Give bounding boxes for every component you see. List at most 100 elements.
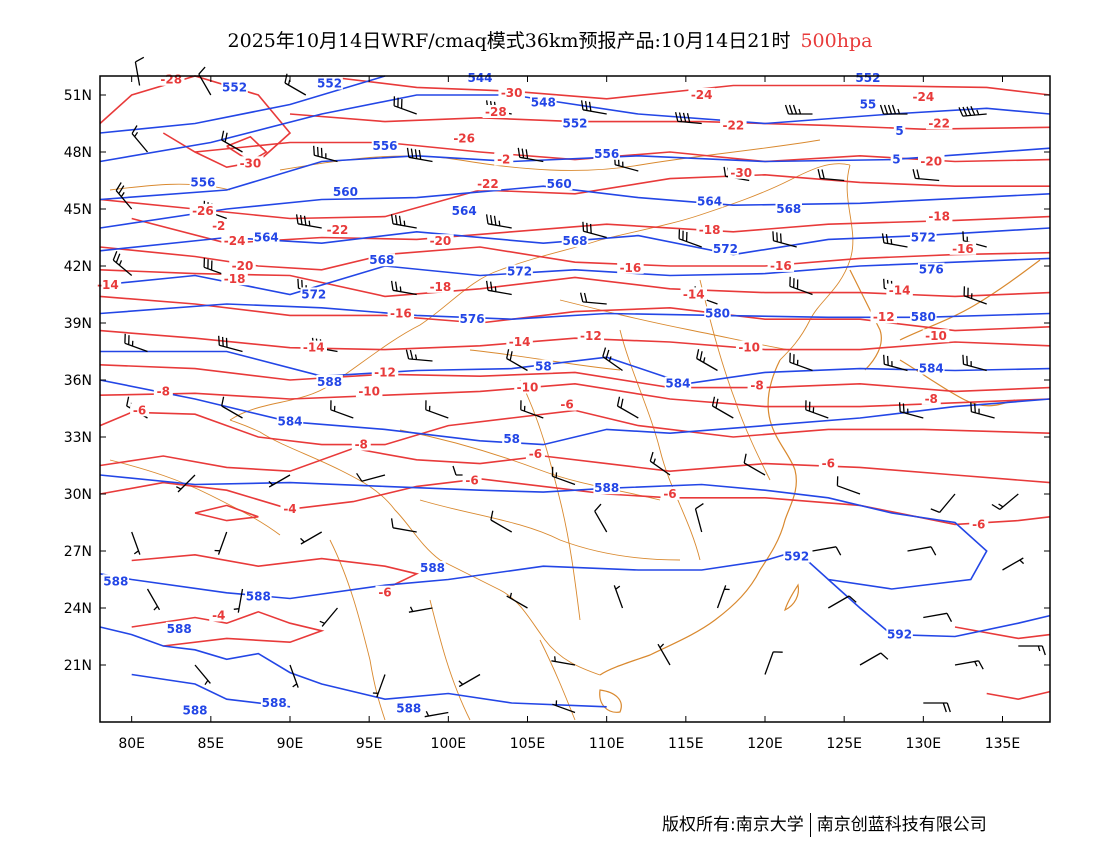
height-label-bg [704, 306, 731, 320]
height-label: 564 [452, 204, 477, 218]
height-label: 588 [246, 590, 271, 604]
temp-contour-line [99, 364, 1051, 393]
axes: 80E 85E 90E 95E 100E 105E 110E 115E 120E 125E 130E… [64, 76, 1050, 752]
wind-barb [221, 396, 243, 419]
wind-barb [424, 711, 449, 718]
wind-barb [284, 73, 307, 96]
chart-title: 2025年10月14日WRF/cmaq模式36km预报产品:10月14日21时 5… [0, 26, 1100, 53]
wind-barb [764, 651, 783, 675]
height-label-bg [300, 287, 327, 301]
height-contour-line [99, 626, 607, 708]
temp-label: -8 [355, 438, 368, 452]
height-label-bg [371, 139, 399, 153]
height-label-bg [696, 194, 723, 208]
height-label: 572 [301, 287, 326, 301]
temp-label-bg [969, 517, 989, 531]
wind-barb [551, 466, 576, 486]
temp-label-bg [818, 456, 838, 470]
wind-barb [356, 472, 386, 482]
temp-label: -22 [928, 116, 950, 130]
wind-barb [218, 335, 243, 353]
height-label-bg [102, 574, 130, 588]
footer-right: 南京创蓝科技有限公司 [816, 815, 987, 835]
temp-label-bg [221, 234, 248, 248]
lon-tick-label: 135E [985, 736, 1021, 752]
height-label: 572 [507, 265, 532, 279]
height-label-bg [918, 262, 945, 276]
height-label-bg [165, 621, 193, 635]
height-label-bg [545, 177, 573, 191]
temp-label-bg [925, 116, 953, 130]
height-label: 592 [887, 628, 912, 642]
height-label-bg [450, 203, 478, 217]
temp-label: -24 [912, 90, 934, 104]
temp-contour-line [954, 626, 1051, 640]
temp-label-bg [514, 380, 541, 394]
temp-label: -30 [730, 166, 752, 180]
temp-label-bg [94, 277, 122, 291]
height-label-bg [506, 264, 533, 278]
temp-label: -24 [224, 234, 246, 248]
temp-label: -10 [517, 381, 539, 395]
plot-frame [99, 75, 1051, 723]
wind-barb [694, 503, 704, 533]
height-label: 5 [895, 124, 903, 138]
height-label-bg [221, 80, 248, 94]
temp-label: -6 [972, 517, 985, 531]
temp-label: -30 [501, 86, 523, 100]
height-label-bg [458, 312, 486, 326]
temp-label: -22 [722, 118, 744, 132]
temp-label-bg [696, 222, 723, 236]
temp-label-bg [351, 437, 371, 451]
temp-contour-line [289, 113, 1051, 131]
height-label: 588 [103, 574, 128, 588]
height-contour-line [99, 379, 1051, 446]
height-label: 564 [697, 194, 722, 208]
height-label: 584 [665, 377, 690, 391]
height-label: 55 [860, 97, 877, 111]
wind-barb [425, 400, 449, 419]
title-level: 500hpa [800, 30, 873, 52]
wind-barb [930, 493, 956, 514]
lon-tick-label: 80E [118, 736, 145, 752]
lat-tick-label: 27N [64, 544, 92, 560]
height-label: 576 [919, 263, 944, 277]
wind-barb [233, 588, 244, 613]
temp-label-bg [355, 384, 383, 398]
wind-barb [406, 147, 433, 163]
temp-label-bg [427, 279, 454, 293]
wind-barb [602, 347, 623, 372]
temp-label-bg [525, 447, 545, 460]
height-label: 568 [369, 253, 394, 267]
wind-barb [268, 474, 291, 488]
height-label: 588 [317, 375, 342, 389]
height-label: 556 [190, 175, 215, 189]
lat-tick-label: 30N [64, 487, 92, 503]
wind-barb [506, 592, 528, 609]
wind-barb [827, 595, 857, 609]
temp-label-bg [280, 502, 300, 516]
temp-label: -18 [430, 280, 452, 294]
temp-label-bg [922, 329, 950, 343]
wind-barb [991, 493, 1019, 510]
wind-barb [678, 229, 702, 248]
wind-barb [131, 125, 148, 153]
wind-barb [954, 660, 984, 670]
temp-label: -16 [390, 306, 412, 320]
temp-label: -8 [157, 384, 170, 398]
temp-label-bg [617, 260, 644, 274]
lon-tick-label: 100E [431, 736, 467, 752]
copyright-footer: 版权所有:南京大学 南京创蓝科技有限公司 [662, 810, 987, 837]
lat-tick-label: 24N [64, 601, 92, 617]
temp-label: -28 [485, 105, 507, 119]
temp-label: -28 [160, 73, 182, 87]
temp-label-bg [482, 105, 510, 118]
wind-barb [784, 104, 813, 115]
temp-contour-line [194, 504, 259, 522]
wind-barb [859, 652, 889, 666]
temp-contour-line [99, 382, 1051, 408]
temp-label: -6 [822, 457, 835, 471]
wind-barb [295, 214, 322, 229]
wind-barb [594, 503, 608, 533]
